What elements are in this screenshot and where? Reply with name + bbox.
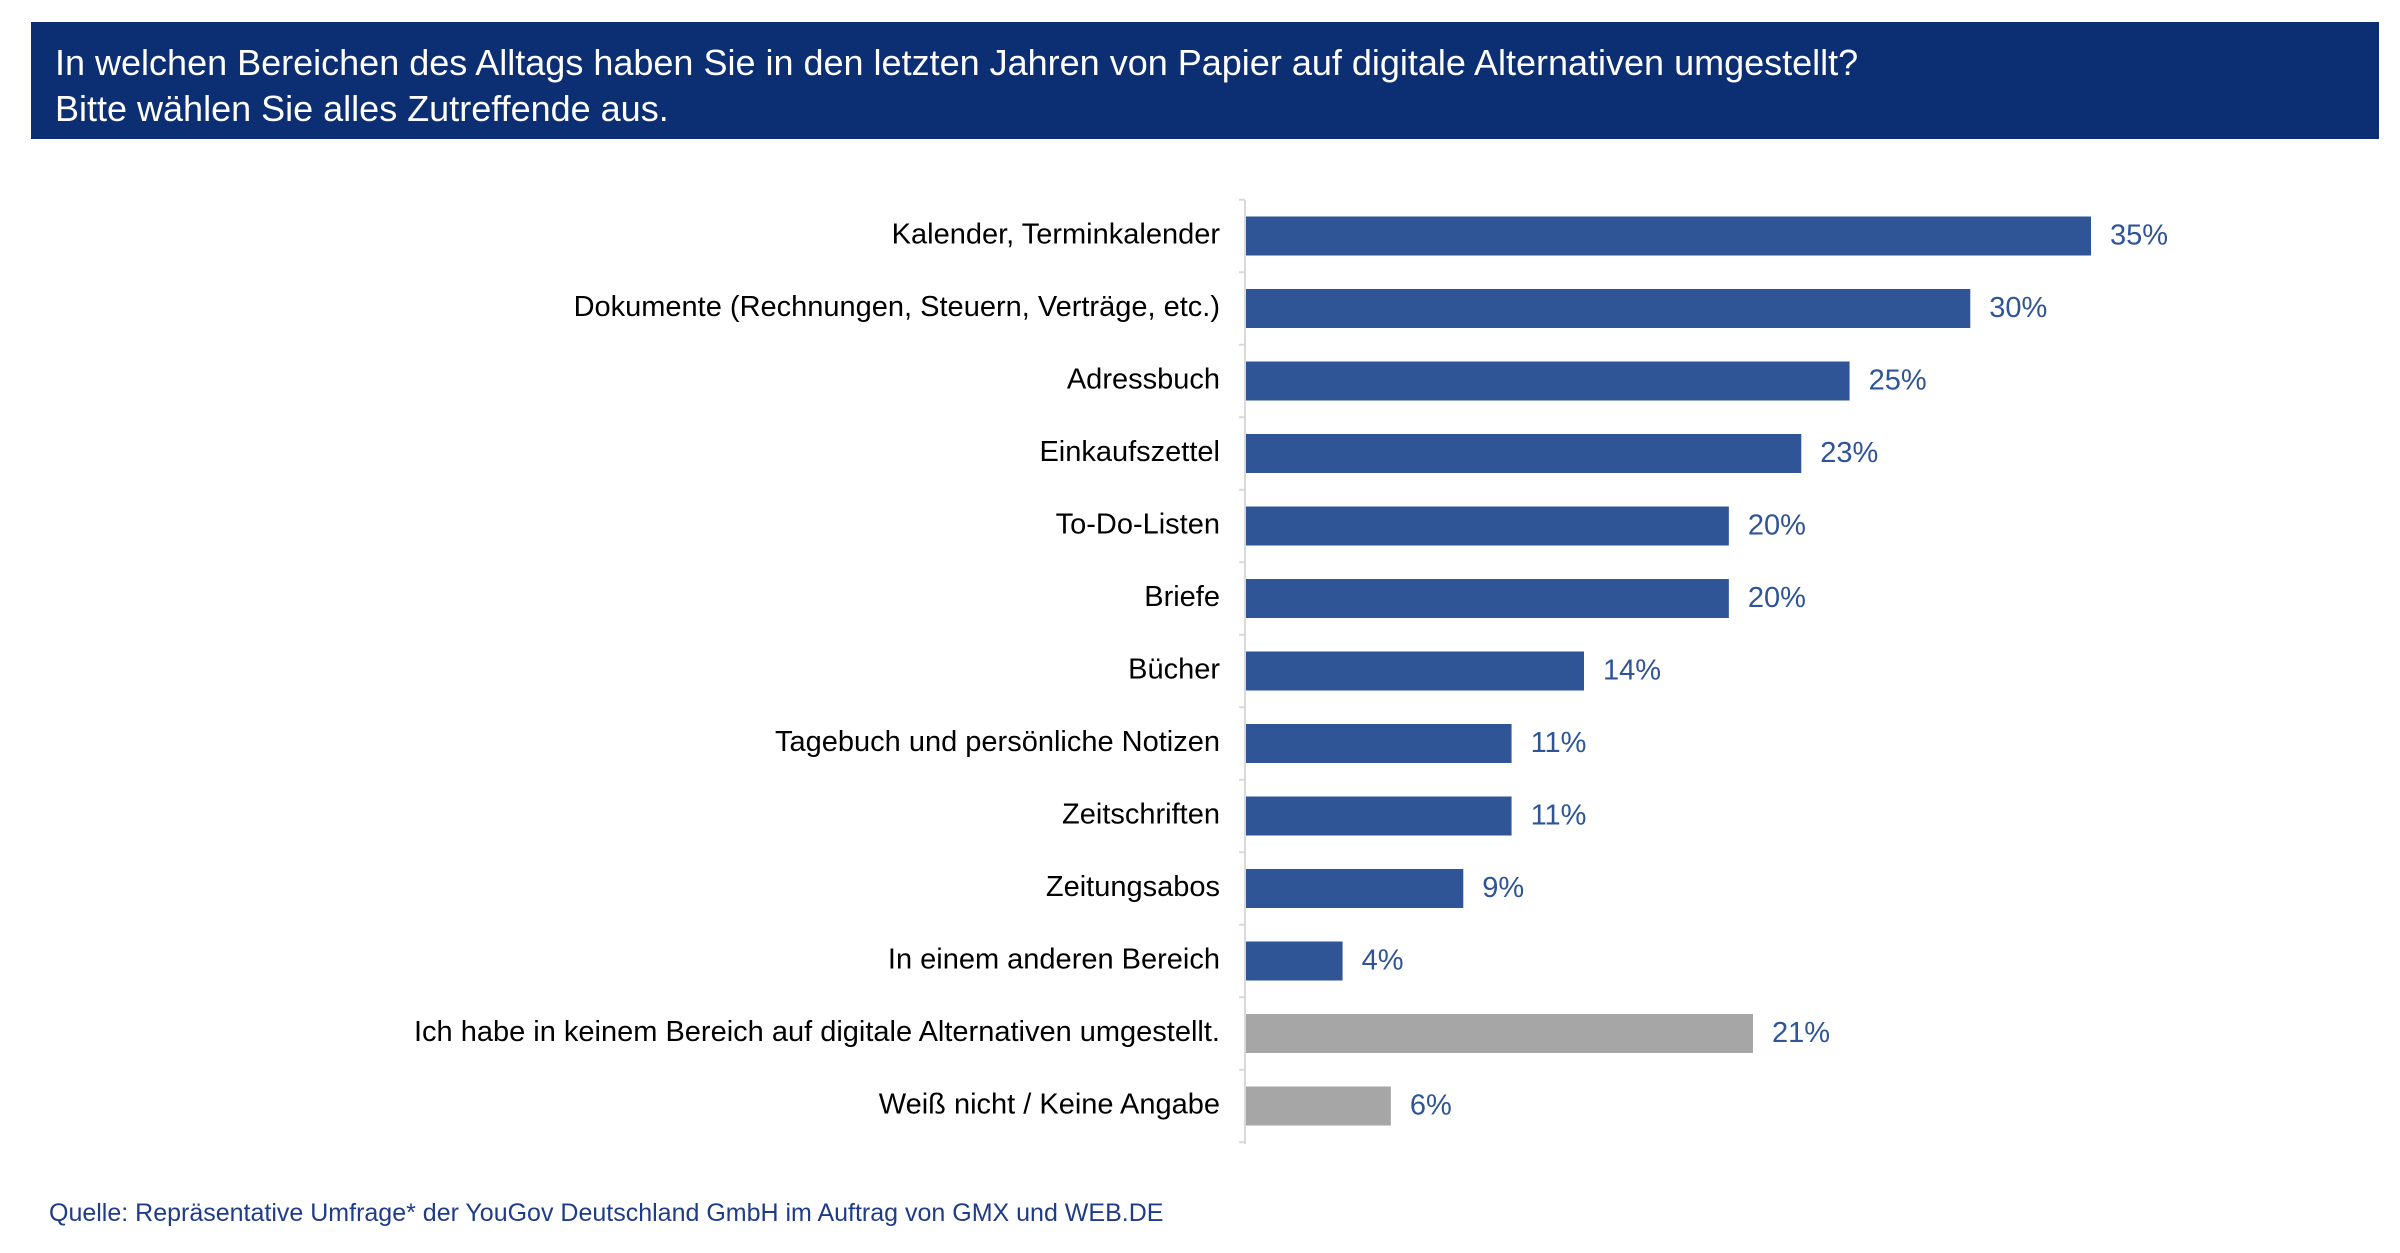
bar bbox=[1246, 289, 1971, 328]
category-label: Weiß nicht / Keine Angabe bbox=[879, 1089, 1220, 1121]
category-label: Adressbuch bbox=[1067, 364, 1220, 396]
value-label: 6% bbox=[1410, 1090, 1452, 1122]
category-label: Tagebuch und persönliche Notizen bbox=[775, 726, 1220, 758]
category-label: In einem anderen Bereich bbox=[888, 944, 1220, 976]
value-label: 20% bbox=[1748, 510, 1806, 542]
bar bbox=[1246, 796, 1512, 836]
source-note: Quelle: Repräsentative Umfrage* der YouG… bbox=[49, 1199, 1164, 1227]
bar bbox=[1246, 724, 1512, 763]
bars-group bbox=[1246, 216, 2091, 1126]
value-label: 25% bbox=[1869, 365, 1927, 397]
category-label: Ich habe in keinem Bereich auf digitale … bbox=[414, 1016, 1220, 1048]
value-label: 14% bbox=[1603, 655, 1661, 687]
bar bbox=[1246, 579, 1729, 618]
bar bbox=[1246, 434, 1802, 473]
bar bbox=[1246, 216, 2091, 256]
value-label: 11% bbox=[1531, 800, 1587, 832]
category-label: Einkaufszettel bbox=[1039, 436, 1220, 468]
category-label: Kalender, Terminkalender bbox=[892, 219, 1221, 251]
bar bbox=[1246, 361, 1850, 401]
value-label: 20% bbox=[1748, 582, 1806, 614]
value-label: 11% bbox=[1531, 727, 1587, 759]
bar bbox=[1246, 1086, 1391, 1126]
bar bbox=[1246, 651, 1584, 691]
category-label: Bücher bbox=[1128, 654, 1220, 686]
value-label: 23% bbox=[1820, 437, 1878, 469]
category-label: Zeitschriften bbox=[1062, 799, 1220, 831]
question-title: In welchen Bereichen des Alltags haben S… bbox=[55, 42, 1859, 83]
category-label: Dokumente (Rechnungen, Steuern, Verträge… bbox=[574, 291, 1220, 323]
value-label: 9% bbox=[1482, 872, 1524, 904]
value-labels-group: 35% 30% 25% 23% 20% 20% 14% 11% 11% 9% 4% 21% 6% bbox=[1362, 220, 2168, 1122]
value-label: 30% bbox=[1989, 292, 2047, 324]
value-label: 35% bbox=[2110, 220, 2168, 252]
chart-header: In welchen Bereichen des Alltags haben S… bbox=[31, 22, 2379, 139]
bar bbox=[1246, 506, 1729, 546]
question-subtitle: Bitte wählen Sie alles Zutreffende aus. bbox=[55, 88, 669, 129]
bar bbox=[1246, 869, 1464, 908]
category-labels-group: Kalender, Terminkalender Dokumente (Rechn… bbox=[414, 219, 1220, 1121]
category-label: Briefe bbox=[1144, 581, 1220, 613]
category-label: Zeitungsabos bbox=[1046, 871, 1220, 903]
bar bbox=[1246, 1014, 1753, 1053]
category-label: To-Do-Listen bbox=[1056, 509, 1220, 541]
value-label: 21% bbox=[1772, 1017, 1830, 1049]
bar bbox=[1246, 941, 1343, 981]
value-label: 4% bbox=[1362, 945, 1404, 977]
